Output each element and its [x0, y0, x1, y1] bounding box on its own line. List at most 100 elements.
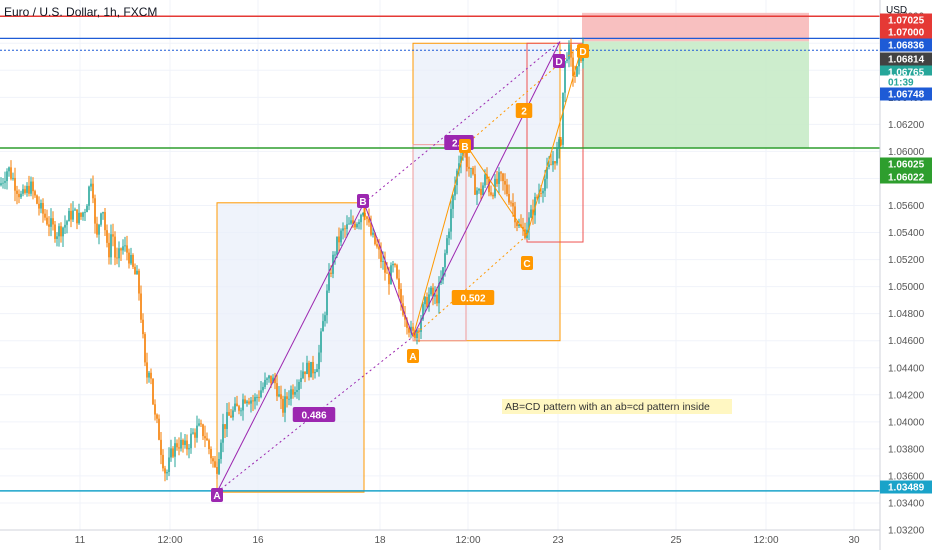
candle-body — [528, 217, 530, 230]
candle-body — [378, 246, 380, 250]
candle-body — [546, 166, 548, 179]
candle-body — [452, 195, 454, 209]
candle-body — [250, 400, 252, 404]
candle-body — [212, 458, 214, 462]
price-tag — [880, 480, 932, 494]
candle-body — [518, 224, 520, 227]
candle-body — [372, 232, 374, 235]
candle-body — [48, 224, 50, 227]
candle-body — [420, 319, 422, 332]
candle-body — [154, 404, 156, 415]
candle-body — [432, 287, 434, 297]
candle-body — [174, 443, 176, 457]
candle-body — [342, 228, 344, 231]
candle-body — [472, 168, 474, 175]
price-tag — [880, 25, 932, 39]
candle-body — [296, 390, 298, 392]
candle-body — [200, 423, 202, 425]
candle-body — [262, 386, 264, 391]
candle-body — [318, 352, 320, 370]
candle-body — [82, 212, 84, 217]
candle-body — [168, 457, 170, 472]
candle-body — [130, 255, 132, 264]
candle-body — [134, 266, 136, 275]
candle-body — [88, 186, 90, 206]
candle-body — [424, 296, 426, 305]
candle-body — [24, 189, 26, 193]
candle-body — [192, 432, 194, 434]
orange-ab-leg — [412, 144, 467, 337]
candle-body — [32, 181, 34, 192]
price-tag-label: 1.07000 — [888, 28, 925, 39]
candle-body — [128, 252, 130, 264]
ratio-label: 0.502 — [460, 294, 485, 305]
price-tick-label: 1.05600 — [888, 201, 925, 212]
candle-body — [118, 248, 120, 259]
annotation-box: AB=CD pattern with an ab=cd pattern insi… — [502, 399, 732, 414]
ratio-label-bg — [451, 290, 495, 305]
candle-body — [230, 415, 232, 418]
candle-body — [176, 443, 178, 448]
candle-body — [30, 181, 32, 194]
candle-body — [286, 396, 288, 399]
candle-body — [76, 209, 78, 224]
candle-body — [514, 206, 516, 223]
candle-body — [276, 383, 278, 397]
candle-body — [94, 198, 96, 224]
take-profit-zone — [582, 41, 809, 149]
candle-body — [158, 418, 160, 440]
candle-body — [80, 212, 82, 217]
price-tag — [880, 170, 932, 184]
candle-body — [368, 218, 370, 223]
candle-body — [330, 272, 332, 274]
candle-body — [58, 226, 60, 237]
candle-body — [298, 381, 300, 391]
candle-body — [496, 178, 498, 184]
pattern-point-marker — [407, 349, 419, 363]
bc-box — [412, 144, 467, 342]
candle-body — [270, 375, 272, 383]
orange-bc-leg — [465, 144, 528, 236]
candle-body — [302, 371, 304, 379]
candle-body — [382, 261, 384, 262]
candle-body — [450, 208, 452, 232]
candle-body — [194, 432, 196, 438]
candle-body — [294, 391, 296, 395]
price-tag-label: 1.06836 — [888, 41, 925, 52]
candle-body — [220, 442, 222, 459]
candle-body — [62, 227, 64, 237]
candle-body — [92, 183, 94, 199]
candle-body — [392, 263, 394, 266]
candle-body — [576, 66, 578, 77]
candle-body — [34, 191, 36, 196]
candle-body — [272, 377, 274, 383]
candle-body — [18, 193, 20, 198]
price-tag — [880, 87, 932, 101]
candle-body — [198, 423, 200, 426]
candle-body — [448, 231, 450, 239]
candle-body — [498, 172, 500, 184]
candle-body — [68, 210, 70, 222]
candle-body — [84, 212, 86, 213]
candle-body — [104, 212, 106, 231]
candle-body — [126, 245, 128, 253]
candle-body — [360, 214, 362, 223]
candle-body — [238, 406, 240, 411]
candles — [0, 37, 584, 482]
candle-body — [572, 57, 574, 77]
candle-body — [162, 454, 164, 469]
purple-cd-leg — [412, 41, 561, 337]
candle-body — [466, 152, 468, 167]
price-tag-label: 1.07025 — [888, 16, 925, 27]
candle-body — [114, 236, 116, 258]
pattern-point-marker — [459, 139, 471, 153]
candle-body — [322, 321, 324, 332]
price-tick-label: 1.04800 — [888, 309, 925, 320]
price-tag — [880, 38, 932, 52]
candle-body — [46, 217, 48, 225]
candle-body — [542, 190, 544, 194]
candle-body — [578, 54, 580, 67]
candle-body — [216, 466, 218, 474]
